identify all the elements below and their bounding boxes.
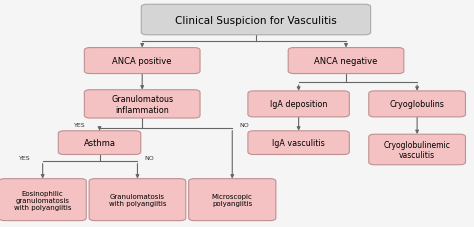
Text: NO: NO [239, 122, 249, 127]
FancyBboxPatch shape [89, 179, 186, 221]
FancyBboxPatch shape [84, 90, 200, 118]
Text: YES: YES [19, 155, 31, 160]
FancyBboxPatch shape [288, 48, 404, 74]
Text: Granulomatosis
with polyangiitis: Granulomatosis with polyangiitis [109, 193, 166, 206]
Text: Cryoglobulinemic
vasculitis: Cryoglobulinemic vasculitis [383, 140, 451, 160]
Text: ANCA negative: ANCA negative [314, 57, 378, 66]
FancyBboxPatch shape [248, 91, 349, 117]
FancyBboxPatch shape [0, 179, 86, 221]
Text: Eosinophilic
granulomatosis
with polyangiitis: Eosinophilic granulomatosis with polyang… [14, 190, 72, 210]
Text: Cryoglobulins: Cryoglobulins [390, 100, 445, 109]
Text: ANCA positive: ANCA positive [112, 57, 172, 66]
FancyBboxPatch shape [141, 5, 371, 36]
Text: Granulomatous
inflammation: Granulomatous inflammation [111, 95, 173, 114]
Text: Microscopic
polyangiitis: Microscopic polyangiitis [212, 193, 253, 206]
FancyBboxPatch shape [369, 91, 465, 117]
FancyBboxPatch shape [248, 131, 349, 155]
Text: YES: YES [73, 122, 85, 127]
Text: Asthma: Asthma [83, 138, 116, 148]
FancyBboxPatch shape [84, 48, 200, 74]
Text: NO: NO [145, 155, 155, 160]
Text: Clinical Suspicion for Vasculitis: Clinical Suspicion for Vasculitis [175, 15, 337, 25]
FancyBboxPatch shape [369, 135, 465, 165]
Text: IgA vasculitis: IgA vasculitis [272, 138, 325, 148]
Text: IgA deposition: IgA deposition [270, 100, 328, 109]
FancyBboxPatch shape [189, 179, 276, 221]
FancyBboxPatch shape [58, 131, 141, 155]
